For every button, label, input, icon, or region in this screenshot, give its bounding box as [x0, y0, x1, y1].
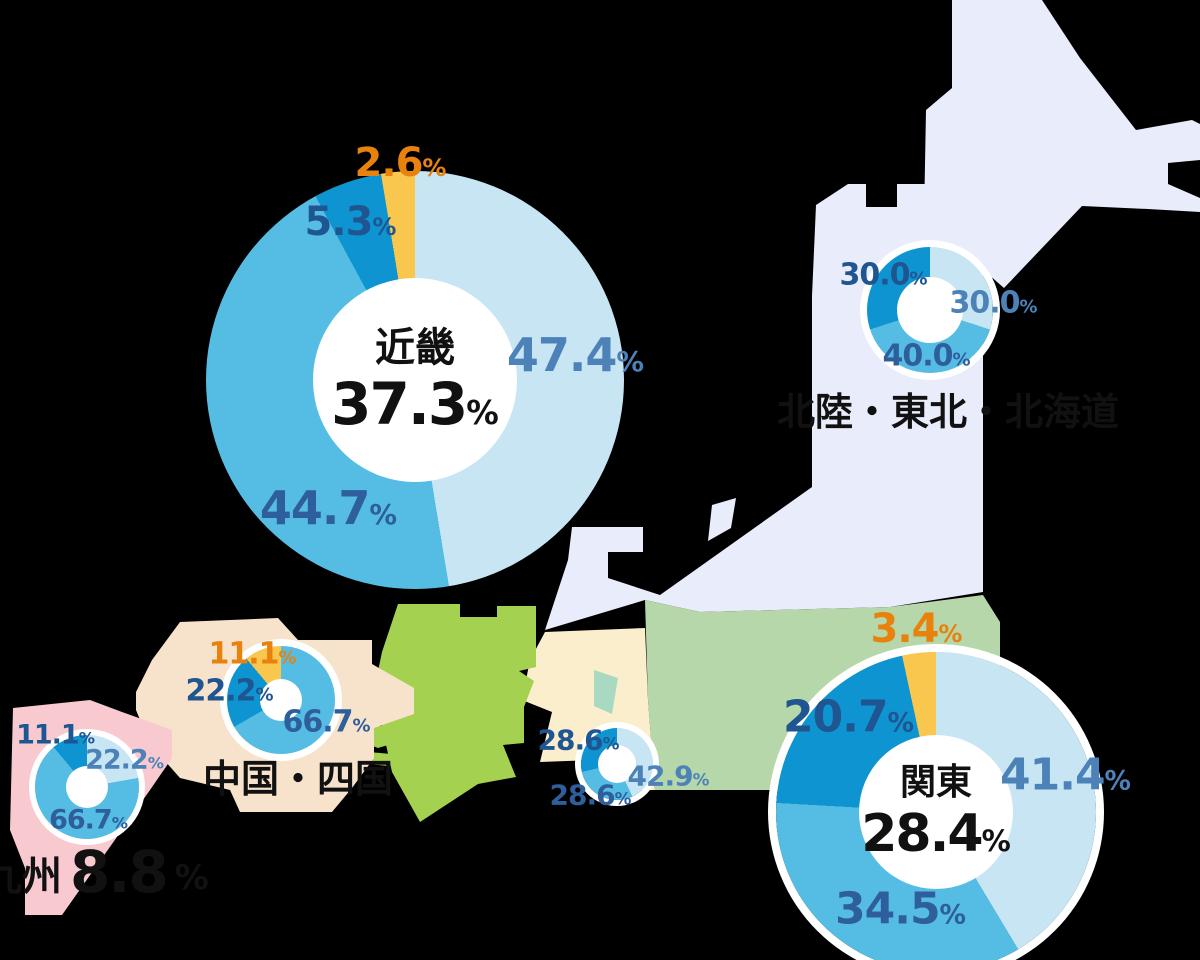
kinki-center-number: 37.3	[331, 369, 468, 438]
percent-sign: %	[952, 349, 970, 371]
percent-sign: %	[255, 684, 273, 706]
percent-sign: %	[174, 858, 209, 899]
tokai-donut-center	[598, 745, 636, 783]
hokuriku-tohoku-hokkaido-donut-chart	[867, 247, 993, 373]
hokuriku-donut-center	[897, 277, 963, 343]
percent-sign: %	[692, 769, 710, 790]
segment-value: 2.6	[354, 140, 424, 186]
tokai-segment-label-28-6-dark: 28.6%	[537, 723, 620, 757]
region-mint-wedge	[594, 670, 618, 714]
percent-sign: %	[614, 788, 632, 809]
kyushu-segment-label-11-1: 11.1%	[16, 719, 95, 751]
kinki-center-title: 近畿	[375, 324, 455, 371]
percent-sign: %	[466, 393, 499, 432]
chugoku-segment-label-22-2: 22.2%	[185, 673, 273, 709]
percent-sign: %	[938, 620, 962, 648]
kanto-segment-label-34-5: 34.5%	[834, 883, 966, 935]
segment-value: 47.4	[506, 328, 617, 382]
percent-sign: %	[602, 733, 620, 754]
segment-value: 22.2	[85, 744, 149, 776]
percent-sign: %	[616, 345, 644, 378]
segment-value: 22.2	[185, 673, 256, 709]
segment-value: 5.3	[304, 199, 374, 245]
kanto-donut-chart: 関東 28.4%	[776, 652, 1096, 960]
kinki-center-value: 37.3%	[331, 373, 499, 435]
kanto-center-value: 28.4%	[861, 803, 1011, 864]
segment-value: 11.1	[16, 719, 80, 751]
percent-sign: %	[111, 813, 128, 833]
kyushu-donut-chart	[35, 735, 139, 839]
hokuriku-segment-label-30-0-dark: 30.0%	[839, 257, 927, 293]
segment-value: 30.0	[949, 285, 1020, 321]
percent-sign: %	[372, 213, 396, 241]
kinki-donut-center: 近畿 37.3%	[313, 278, 517, 482]
segment-value: 3.4	[870, 606, 940, 652]
kanto-segment-label-20-7: 20.7%	[782, 691, 914, 743]
kyushu-donut-center	[66, 766, 108, 808]
percent-sign: %	[909, 268, 927, 290]
kanto-center-title: 関東	[899, 761, 972, 803]
percent-sign: %	[147, 753, 164, 773]
kanto-segment-label-3-4: 3.4%	[870, 606, 963, 652]
percent-sign: %	[369, 498, 397, 531]
segment-value: 20.7	[782, 691, 889, 743]
segment-value: 28.6	[537, 723, 604, 757]
region-kanto-peninsula	[683, 700, 742, 788]
chugoku-segment-label-66-7: 66.7%	[282, 704, 370, 740]
kyushu-segment-label-22-2: 22.2%	[85, 744, 164, 776]
chugoku-shikoku-region-label: 中国・四国	[203, 757, 394, 801]
tokai-segment-label-28-6-medium: 28.6%	[549, 778, 632, 812]
kanto-center-number: 28.4	[861, 803, 983, 864]
kyushu-region-label: 九州 8.8%	[0, 838, 209, 906]
percent-sign: %	[78, 728, 95, 748]
segment-value: 40.0	[882, 338, 953, 374]
hokuriku-segment-label-30-0-light: 30.0%	[949, 285, 1037, 321]
percent-sign: %	[1104, 765, 1131, 797]
segment-value: 28.6	[549, 778, 616, 812]
segment-value: 66.7	[49, 804, 113, 836]
percent-sign: %	[1019, 296, 1037, 318]
chugoku-segment-label-11-1: 11.1%	[208, 636, 296, 672]
chugoku-donut-center	[260, 679, 302, 721]
percent-sign: %	[939, 899, 966, 931]
tokai-donut-chart	[581, 728, 653, 800]
percent-sign: %	[278, 647, 296, 669]
kinki-donut-chart: 近畿 37.3%	[206, 171, 624, 589]
segment-value: 42.9	[627, 759, 694, 793]
kinki-segment-label-44-7: 44.7%	[259, 481, 397, 535]
hokuriku-segment-label-40-0: 40.0%	[882, 338, 970, 374]
hokuriku-tohoku-hokkaido-region-label: 北陸・東北・北海道	[777, 390, 1120, 434]
segment-value: 30.0	[839, 257, 910, 293]
percent-sign: %	[887, 707, 914, 739]
tokai-segment-label-42-9: 42.9%	[627, 759, 710, 793]
segment-value: 66.7	[282, 704, 353, 740]
kinki-segment-label-47-4: 47.4%	[506, 328, 644, 382]
kyushu-region-value: 8.8	[70, 838, 169, 906]
percent-sign: %	[422, 154, 446, 182]
percent-sign: %	[352, 715, 370, 737]
kinki-segment-label-5-3: 5.3%	[304, 199, 397, 245]
segment-value: 41.4	[999, 749, 1106, 801]
segment-value: 34.5	[834, 883, 941, 935]
kanto-donut-center: 関東 28.4%	[859, 735, 1013, 889]
kinki-segment-label-2-6: 2.6%	[354, 140, 447, 186]
region-tohoku-islet	[708, 498, 736, 541]
kyushu-segment-label-66-7: 66.7%	[49, 804, 128, 836]
percent-sign: %	[981, 823, 1011, 858]
region-hokkaido	[924, 0, 1200, 288]
region-kinki	[374, 604, 536, 822]
kanto-segment-label-41-4: 41.4%	[999, 749, 1131, 801]
chugoku-shikoku-donut-chart	[227, 646, 335, 754]
kyushu-region-name: 九州	[0, 854, 62, 901]
segment-value: 11.1	[208, 636, 279, 672]
segment-value: 44.7	[259, 481, 370, 535]
